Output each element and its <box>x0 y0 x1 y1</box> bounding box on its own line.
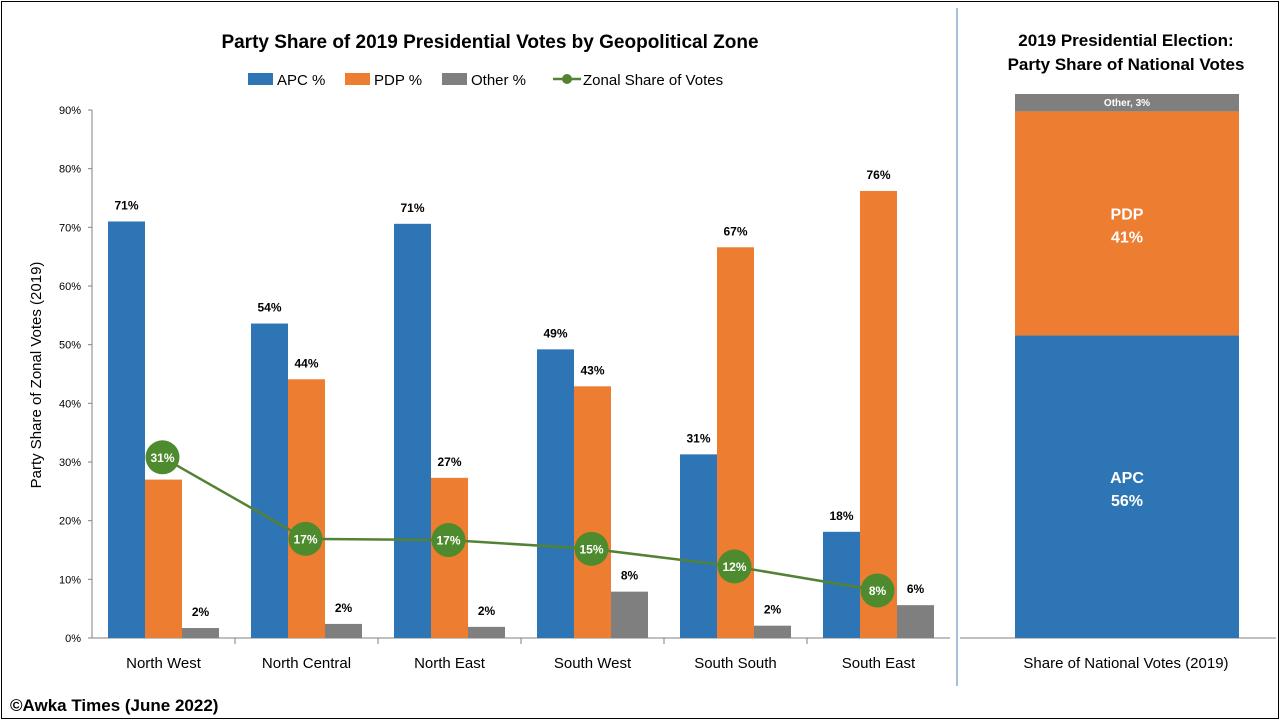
bar-label-pdp-south-west: 43% <box>580 363 604 377</box>
zonal-marker-north-west <box>145 440 180 475</box>
bar-label-other-north-central: 2% <box>335 601 353 615</box>
x-category-south-east: South East <box>842 655 916 672</box>
bar-label-apc-south-south: 31% <box>686 431 710 445</box>
legend-label-pdp: PDP % <box>374 72 422 89</box>
zonal-label-south-south: 12% <box>722 560 746 574</box>
bar-label-pdp-south-east: 76% <box>866 168 890 182</box>
x-category-south-south: South South <box>694 655 777 672</box>
legend: APC % PDP % Other % Zonal Share of Votes <box>248 72 723 89</box>
bar-pdp-north-central <box>288 379 325 638</box>
zonal-label-north-central: 17% <box>293 532 317 546</box>
x-axis-categories: North West North Central North East South W… <box>126 638 916 672</box>
national-label-other: Other, 3% <box>1104 98 1150 109</box>
national-label-name-pdp: PDP <box>1111 206 1144 223</box>
zonal-marker-north-east <box>431 523 466 558</box>
national-label-name-apc: APC <box>1110 470 1144 487</box>
bar-label-apc-north-central: 54% <box>257 301 281 315</box>
national-segment-apc <box>1015 335 1239 638</box>
bar-label-other-south-west: 8% <box>621 569 639 583</box>
national-label-value-pdp: 41% <box>1111 229 1143 246</box>
bar-apc-north-east <box>394 223 431 638</box>
legend-swatch-apc <box>248 73 273 85</box>
national-segment-other <box>1015 94 1239 112</box>
y-tick-label: 80% <box>59 164 81 176</box>
y-tick-label: 20% <box>59 516 81 528</box>
bar-pdp-south-west <box>574 386 611 638</box>
zonal-label-south-east: 8% <box>869 584 887 598</box>
national-stacked-bar: APC 56% PDP 41% Other, 3% <box>1015 94 1239 638</box>
bar-other-north-west <box>182 628 219 638</box>
bar-label-apc-south-east: 18% <box>829 509 853 523</box>
bar-apc-south-south <box>680 454 717 638</box>
y-tick-label: 60% <box>59 281 81 293</box>
legend-label-zonal: Zonal Share of Votes <box>583 72 723 89</box>
zonal-label-north-west: 31% <box>150 451 174 465</box>
y-tick-label: 40% <box>59 398 81 410</box>
national-label-value-apc: 56% <box>1111 493 1143 510</box>
bar-other-south-south <box>754 625 791 638</box>
x-category-north-east: North East <box>414 655 486 672</box>
bar-apc-south-west <box>537 349 574 638</box>
bar-apc-north-central <box>251 323 288 638</box>
bar-label-other-north-east: 2% <box>478 604 496 618</box>
legend-label-apc: APC % <box>277 72 325 89</box>
zonal-marker-south-south <box>717 549 752 584</box>
zonal-share-polyline <box>161 456 878 592</box>
bar-label-pdp-north-east: 27% <box>437 455 461 469</box>
y-tick-label: 0% <box>65 633 81 645</box>
bar-label-apc-south-west: 49% <box>543 326 567 340</box>
bar-apc-north-west <box>108 221 145 638</box>
bar-other-south-west <box>611 591 648 638</box>
y-tick-label: 90% <box>59 105 81 117</box>
bar-pdp-north-east <box>431 477 468 638</box>
y-tick-label: 30% <box>59 457 81 469</box>
zonal-label-south-west: 15% <box>579 542 603 556</box>
y-tick-label: 10% <box>59 574 81 586</box>
x-category-south-west: South West <box>554 655 632 672</box>
bar-label-other-south-east: 6% <box>907 582 925 596</box>
bar-label-pdp-south-south: 67% <box>723 224 747 238</box>
legend-label-other: Other % <box>471 72 526 89</box>
bar-pdp-south-east <box>860 190 897 638</box>
legend-swatch-other <box>442 73 467 85</box>
bar-label-other-south-south: 2% <box>764 603 782 617</box>
bar-other-south-east <box>897 605 934 638</box>
credit-text: ©Awka Times (June 2022) <box>10 696 218 715</box>
x-category-north-central: North Central <box>262 655 351 672</box>
legend-marker-zonal <box>562 74 572 84</box>
national-chart-title-line-1: 2019 Presidential Election: <box>1018 31 1233 50</box>
y-axis-ticks: 0% 10% 20% 30% 40% 50% 60% 70% 80% 90% <box>59 105 92 645</box>
legend-swatch-pdp <box>345 73 370 85</box>
zonal-label-north-east: 17% <box>436 534 460 548</box>
zonal-marker-south-east <box>860 573 895 608</box>
national-segment-pdp <box>1015 111 1239 336</box>
bar-data-labels: 71%27%2%54%44%2%71%27%2%49%43%8%31%67%2%… <box>114 168 924 619</box>
national-chart-title-line-2: Party Share of National Votes <box>1008 55 1245 74</box>
zonal-marker-south-west <box>574 531 609 566</box>
bar-label-apc-north-west: 71% <box>114 198 138 212</box>
bar-label-pdp-north-central: 44% <box>294 356 318 370</box>
bar-label-apc-north-east: 71% <box>400 201 424 215</box>
bar-other-north-central <box>325 623 362 638</box>
zonal-share-line: 31% 17% 17% 15% 12% 8% <box>145 440 895 608</box>
y-tick-label: 70% <box>59 222 81 234</box>
bar-pdp-north-west <box>145 479 182 638</box>
x-category-north-west: North West <box>126 655 202 672</box>
y-tick-label: 50% <box>59 340 81 352</box>
zonal-chart-title: Party Share of 2019 Presidential Votes b… <box>221 32 758 53</box>
bar-label-other-north-west: 2% <box>192 605 210 619</box>
national-x-category-label: Share of National Votes (2019) <box>1023 655 1228 672</box>
y-axis-title: Party Share of Zonal Votes (2019) <box>28 262 45 489</box>
zonal-marker-north-central <box>288 521 323 556</box>
bar-other-north-east <box>468 626 505 638</box>
